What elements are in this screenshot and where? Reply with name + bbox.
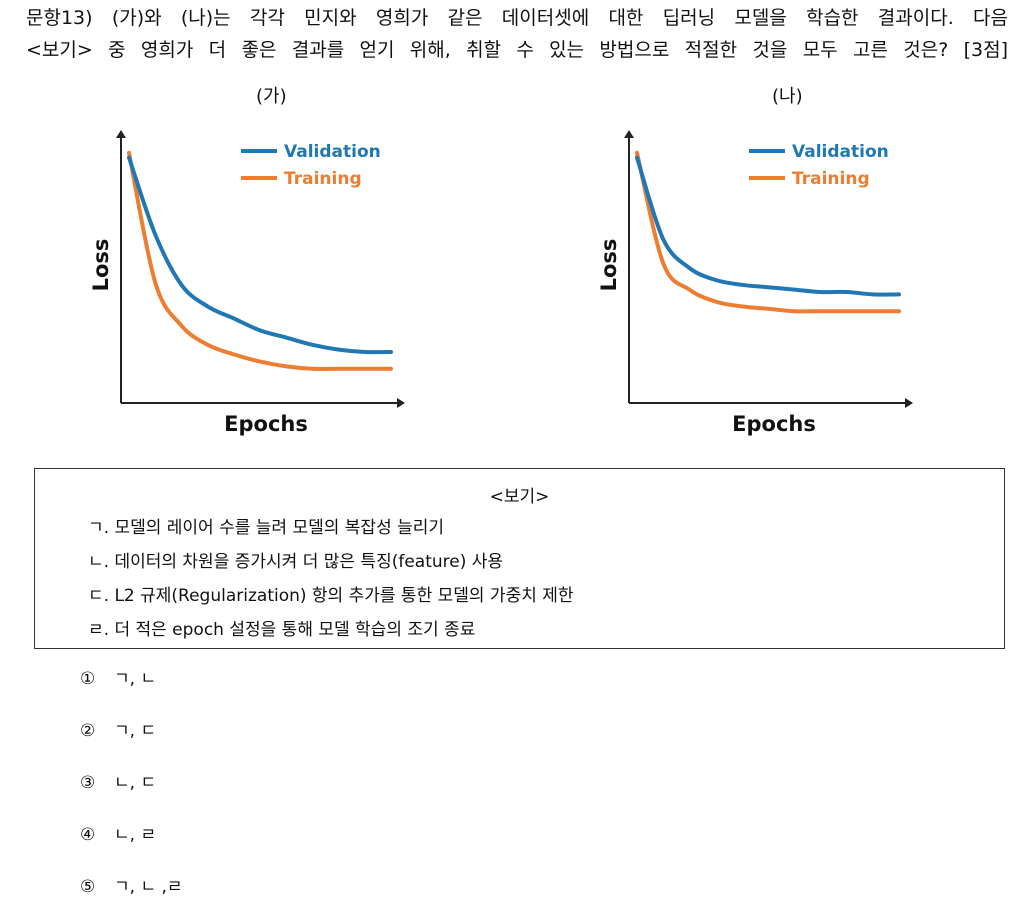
bogi-item: ㄴ. 데이터의 차원을 증가시켜 더 많은 특징(feature) 사용	[88, 552, 504, 572]
question-line-1: 문항13) (가)와 (나)는 각각 민지와 영희가 같은 데이터셋에 대한 딥…	[26, 7, 1008, 29]
chart-label-b: (나)	[772, 86, 803, 107]
choice-text: ㄱ, ㄴ	[114, 669, 157, 689]
question-line-2: <보기> 중 영희가 더 좋은 결과를 얻기 위해, 취할 수 있는 방법으로 …	[26, 39, 1008, 61]
choice-number: ①	[80, 669, 96, 689]
series-line-validation	[635, 155, 901, 297]
choice-text: ㄱ, ㄴ ,ㄹ	[114, 877, 183, 897]
x-axis-label: Epochs	[224, 412, 308, 436]
chart-label-a: (가)	[256, 86, 287, 107]
choice-text: ㄴ, ㄷ	[114, 773, 157, 793]
bogi-item: ㄹ. 더 적은 epoch 설정을 통해 모델 학습의 조기 종료	[88, 620, 476, 640]
bogi-item: ㄷ. L2 규제(Regularization) 항의 추가를 통한 모델의 가…	[88, 586, 574, 606]
legend: Validation Training	[241, 142, 381, 189]
loss-chart-a: Validation Training Epochs Loss	[89, 130, 405, 436]
choice-number: ④	[80, 825, 96, 845]
series-line-training	[635, 150, 901, 314]
choice-5[interactable]: ⑤ ㄱ, ㄴ ,ㄹ	[80, 872, 183, 897]
choice-text: ㄱ, ㄷ	[114, 721, 157, 741]
axes	[116, 130, 405, 408]
question-text: 문항13) (가)와 (나)는 각각 민지와 영희가 같은 데이터셋에 대한 딥…	[26, 2, 1008, 66]
x-axis-arrow-icon	[397, 398, 405, 408]
choice-2[interactable]: ② ㄱ, ㄷ	[80, 716, 156, 741]
legend-label-validation: Validation	[792, 142, 889, 162]
choice-4[interactable]: ④ ㄴ, ㄹ	[80, 820, 156, 845]
legend-label-validation: Validation	[284, 142, 381, 162]
y-axis-arrow-icon	[116, 130, 126, 138]
bogi-item: ㄱ. 모델의 레이어 수를 늘려 모델의 복잡성 늘리기	[88, 518, 445, 538]
legend-label-training: Training	[284, 169, 362, 189]
series-line-training	[127, 150, 393, 371]
choice-number: ②	[80, 721, 96, 741]
x-axis-label: Epochs	[732, 412, 816, 436]
series-line-validation	[127, 155, 393, 355]
choice-number: ③	[80, 773, 96, 793]
x-axis-arrow-icon	[905, 398, 913, 408]
y-axis-label: Loss	[89, 239, 113, 292]
axes	[624, 130, 913, 408]
y-axis-arrow-icon	[624, 130, 634, 138]
legend-label-training: Training	[792, 169, 870, 189]
choice-number: ⑤	[80, 877, 96, 897]
y-axis-label: Loss	[597, 239, 621, 292]
choice-3[interactable]: ③ ㄴ, ㄷ	[80, 768, 156, 793]
loss-chart-b: Validation Training Epochs Loss	[597, 130, 913, 436]
legend: Validation Training	[749, 142, 889, 189]
choice-1[interactable]: ① ㄱ, ㄴ	[80, 664, 156, 689]
bogi-box: <보기> ㄱ. 모델의 레이어 수를 늘려 모델의 복잡성 늘리기 ㄴ. 데이터…	[34, 468, 1005, 649]
bogi-title: <보기>	[489, 487, 550, 507]
choice-text: ㄴ, ㄹ	[114, 825, 157, 845]
